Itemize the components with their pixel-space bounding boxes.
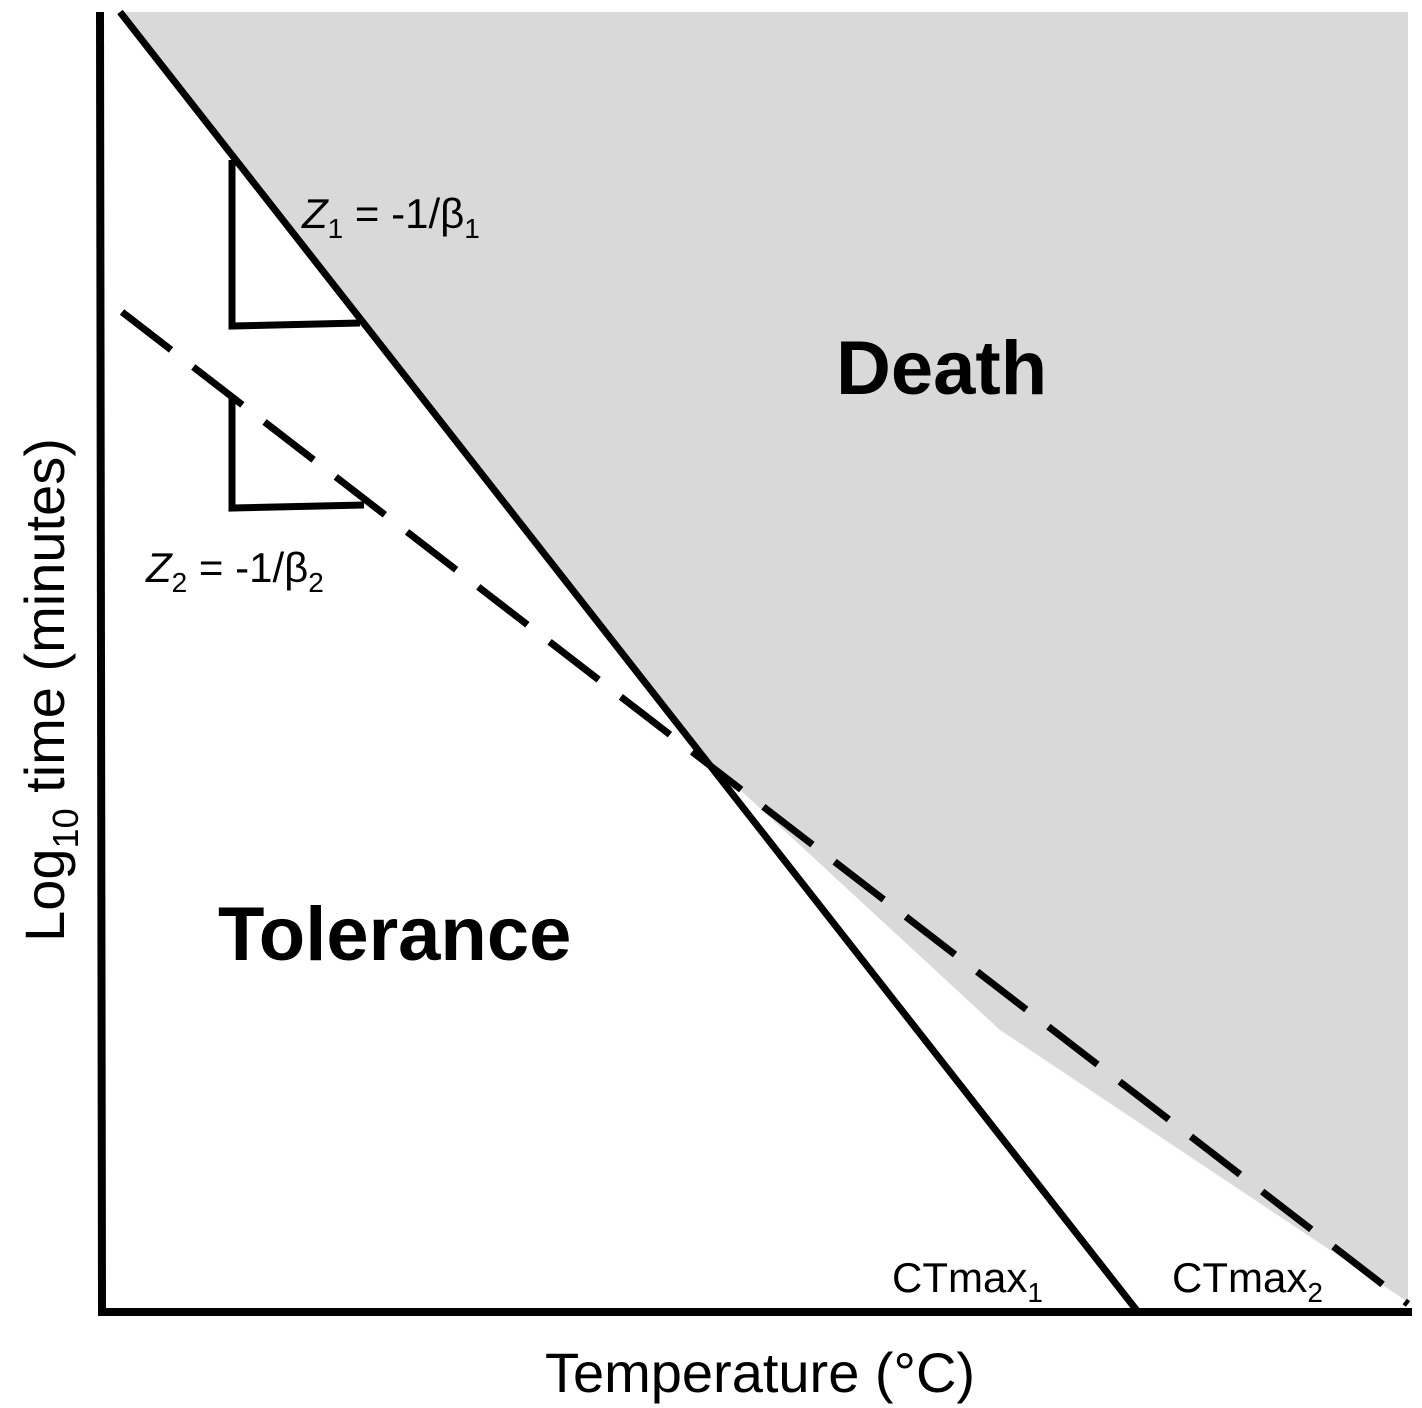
z1-annotation: Z1 = -1/β1 (301, 190, 480, 244)
ctmax2-sub: 2 (1307, 1277, 1323, 1308)
z2-equals: = -1/β (187, 544, 308, 591)
ctmax1-label: CTmax1 (892, 1254, 1043, 1308)
z1-symbol: Z (301, 190, 329, 237)
slope-triangle-1 (228, 160, 361, 330)
y-axis-label-sub: 10 (45, 808, 86, 848)
ctmax2-label: CTmax2 (1172, 1254, 1323, 1308)
death-region (120, 12, 1408, 1302)
death-label: Death (836, 326, 1047, 411)
tolerance-label: Tolerance (218, 892, 571, 977)
z2-symbol: Z (145, 544, 173, 591)
ctmax2-text: CTmax (1172, 1254, 1307, 1301)
tdt-line-2 (119, 309, 1411, 1307)
y-axis-label-rest: time (minutes) (13, 438, 76, 808)
ctmax1-text: CTmax (892, 1254, 1027, 1301)
z1-beta-sub: 1 (464, 213, 480, 244)
y-axis-label-main: Log (13, 848, 76, 941)
y-axis-label: Log10 time (minutes) (13, 438, 86, 942)
z1-equals: = -1/β (343, 190, 464, 237)
y-axis (96, 11, 106, 1313)
z1-symbol-sub: 1 (328, 213, 344, 244)
tdt-line-1 (117, 9, 1141, 1315)
z2-symbol-sub: 2 (172, 567, 188, 598)
slope-triangle-2 (228, 396, 365, 512)
x-axis-label: Temperature (°C) (545, 1341, 975, 1404)
z2-annotation: Z2 = -1/β2 (145, 544, 324, 598)
ctmax1-sub: 1 (1027, 1277, 1043, 1308)
z2-beta-sub: 2 (308, 567, 324, 598)
